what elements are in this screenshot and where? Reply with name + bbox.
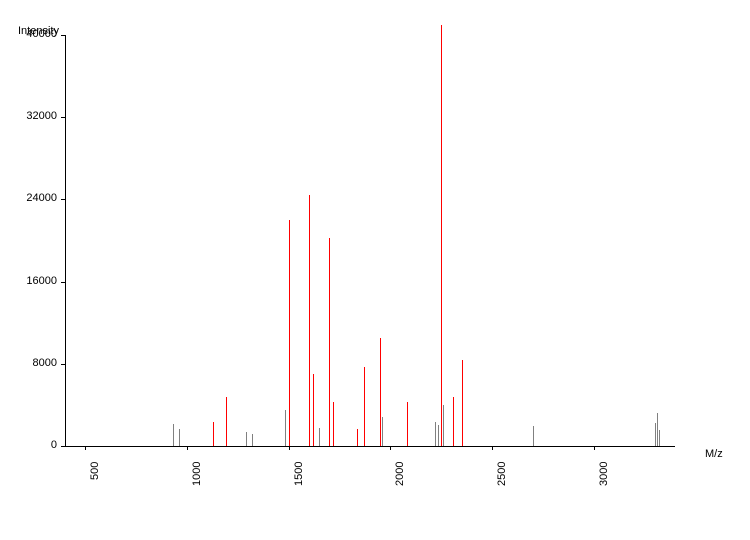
spectrum-peak xyxy=(329,238,330,446)
x-tick xyxy=(390,446,391,450)
y-tick xyxy=(61,364,65,365)
y-tick-label: 16000 xyxy=(26,275,57,287)
x-axis-title: M/z xyxy=(705,448,723,460)
y-tick-label: 32000 xyxy=(26,110,57,122)
y-tick-label: 0 xyxy=(51,439,57,451)
spectrum-peak xyxy=(213,422,214,446)
spectrum-peak xyxy=(657,413,658,446)
spectrum-peak xyxy=(659,430,660,446)
spectrum-peak xyxy=(173,424,174,446)
spectrum-peak xyxy=(441,25,442,446)
y-tick xyxy=(61,199,65,200)
spectrum-peak xyxy=(453,397,454,446)
y-tick-label: 40000 xyxy=(26,28,57,40)
mass-spectrum-chart: Intensity M/z 08000160002400032000400005… xyxy=(0,0,750,540)
y-tick xyxy=(61,117,65,118)
y-axis-line xyxy=(65,35,66,446)
y-tick-label: 24000 xyxy=(26,192,57,204)
y-tick-label: 8000 xyxy=(33,357,57,369)
x-tick-label: 3000 xyxy=(598,462,610,486)
spectrum-peak xyxy=(655,423,656,446)
x-tick xyxy=(85,446,86,450)
spectrum-peak xyxy=(289,220,290,446)
y-tick xyxy=(61,446,65,447)
y-tick xyxy=(61,35,65,36)
x-tick xyxy=(594,446,595,450)
x-tick-label: 2000 xyxy=(394,462,406,486)
spectrum-peak xyxy=(435,422,436,446)
spectrum-peak xyxy=(364,367,365,446)
plot-area xyxy=(65,35,675,446)
spectrum-peak xyxy=(443,405,444,446)
spectrum-peak xyxy=(179,429,180,446)
x-tick xyxy=(289,446,290,450)
spectrum-peak xyxy=(533,426,534,446)
x-tick-label: 500 xyxy=(89,461,101,479)
spectrum-peak xyxy=(382,417,383,446)
spectrum-peak xyxy=(380,338,381,446)
spectrum-peak xyxy=(313,374,314,446)
spectrum-peak xyxy=(357,429,358,446)
x-axis-line xyxy=(65,446,675,447)
spectrum-peak xyxy=(246,432,247,446)
x-tick-label: 1500 xyxy=(293,462,305,486)
x-tick-label: 2500 xyxy=(496,462,508,486)
spectrum-peak xyxy=(462,360,463,446)
spectrum-peak xyxy=(285,410,286,446)
x-tick-label: 1000 xyxy=(191,462,203,486)
spectrum-peak xyxy=(333,402,334,446)
spectrum-peak xyxy=(252,434,253,446)
x-tick xyxy=(492,446,493,450)
spectrum-peak xyxy=(309,195,310,446)
spectrum-peak xyxy=(407,402,408,446)
spectrum-peak xyxy=(319,428,320,446)
x-tick xyxy=(187,446,188,450)
spectrum-peak xyxy=(438,425,439,446)
spectrum-peak xyxy=(226,397,227,446)
y-tick xyxy=(61,282,65,283)
